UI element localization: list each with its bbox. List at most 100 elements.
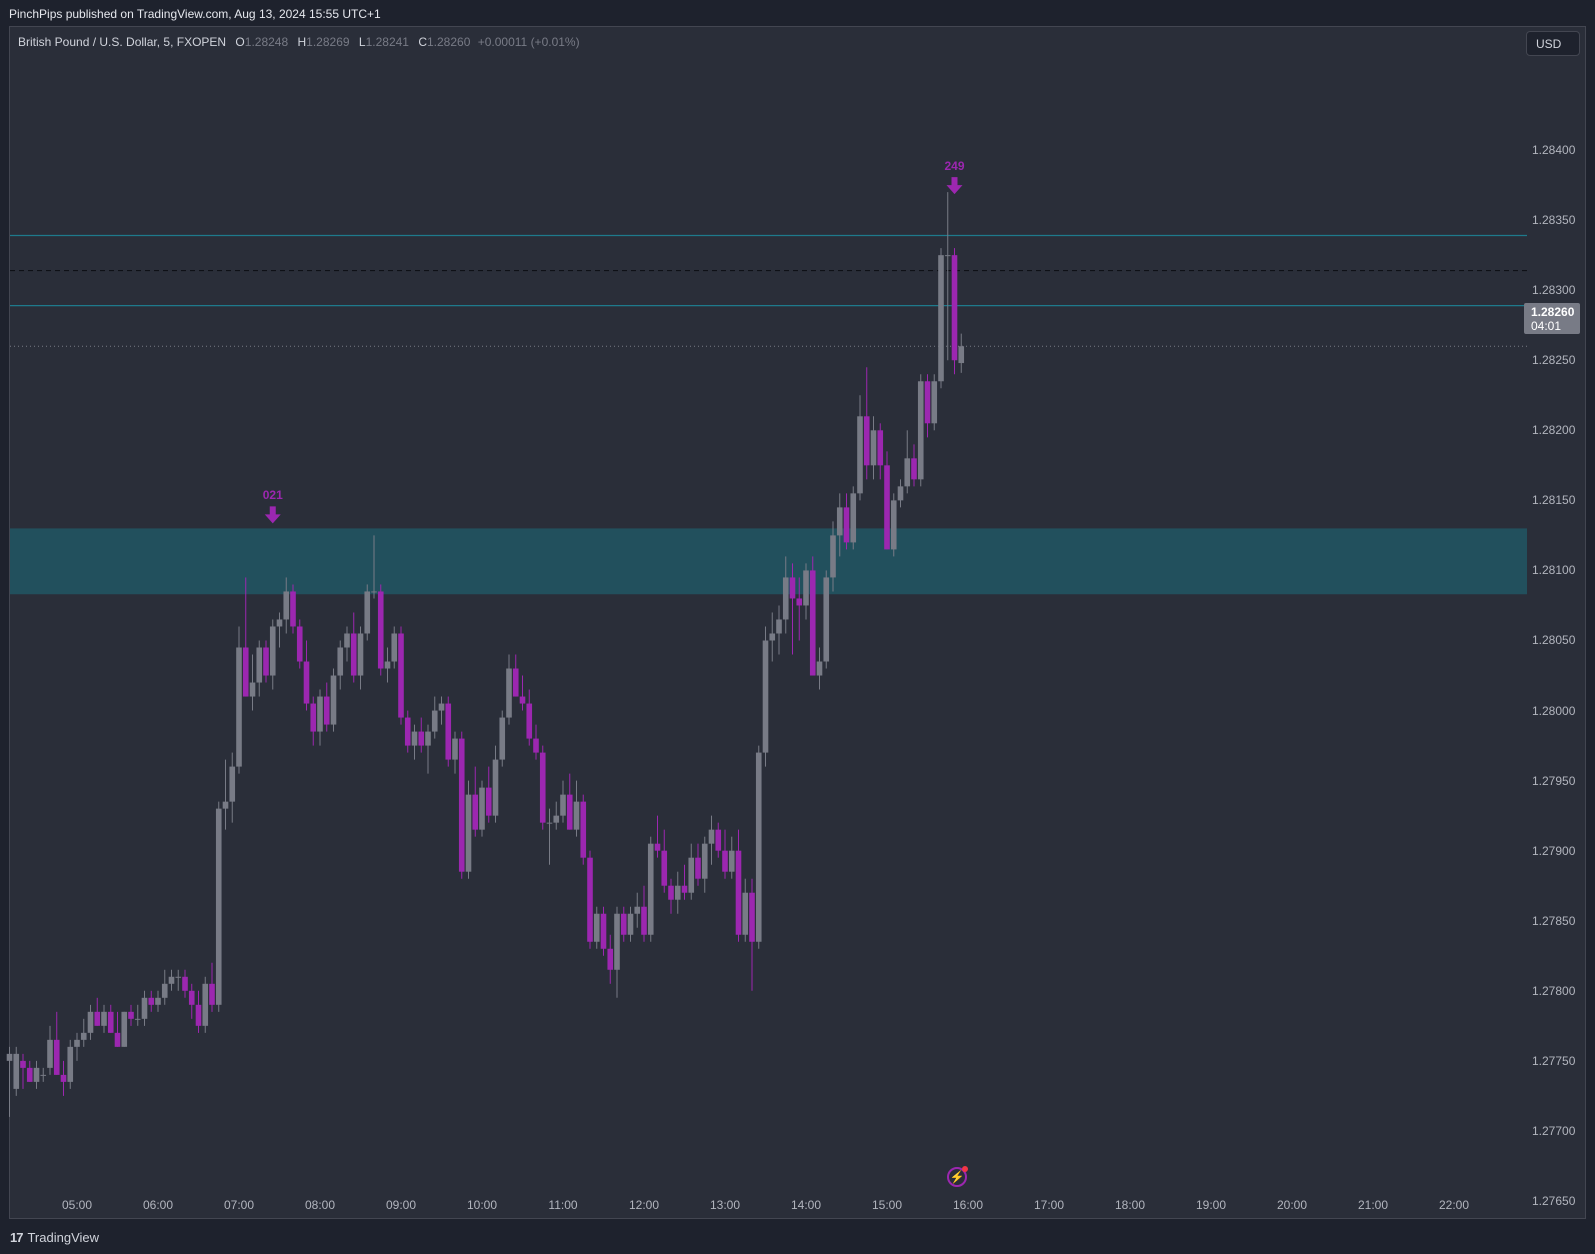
candle[interactable] (6, 1046, 13, 1117)
candle[interactable] (195, 990, 202, 1033)
candle[interactable] (890, 493, 897, 557)
candle[interactable] (897, 479, 904, 508)
candle[interactable] (749, 878, 755, 991)
candle[interactable] (695, 843, 701, 886)
candle[interactable] (317, 689, 323, 746)
candle[interactable] (931, 374, 938, 431)
candle[interactable] (539, 745, 546, 830)
candle[interactable] (330, 668, 337, 732)
candle[interactable] (398, 626, 404, 725)
candle[interactable] (492, 745, 499, 823)
candle[interactable] (560, 780, 566, 823)
chart-pane[interactable] (9, 26, 1586, 1219)
candle[interactable] (472, 766, 479, 837)
candle[interactable] (141, 990, 148, 1026)
candle[interactable] (823, 570, 830, 669)
candle[interactable] (175, 969, 182, 991)
candle[interactable] (229, 752, 236, 823)
candle[interactable] (708, 815, 715, 865)
candle[interactable] (168, 969, 175, 991)
candle[interactable] (438, 696, 445, 725)
candle[interactable] (33, 1060, 40, 1089)
currency-button[interactable]: USD (1526, 31, 1580, 56)
candle[interactable] (958, 333, 965, 373)
candle[interactable] (391, 626, 398, 669)
candle[interactable] (53, 1011, 60, 1075)
candle[interactable] (715, 822, 722, 858)
candle[interactable] (634, 892, 641, 928)
candle[interactable] (526, 689, 533, 746)
candle[interactable] (236, 626, 242, 774)
candle[interactable] (276, 612, 283, 648)
candle[interactable] (344, 626, 350, 662)
candle[interactable] (654, 815, 661, 858)
candle[interactable] (20, 1053, 26, 1089)
candle[interactable] (681, 864, 688, 900)
candle[interactable] (13, 1046, 20, 1096)
candle[interactable] (377, 584, 384, 676)
candle[interactable] (384, 647, 391, 683)
lightning-icon[interactable]: ⚡ (947, 1166, 968, 1187)
candle[interactable] (60, 1060, 67, 1096)
candle[interactable] (67, 1039, 74, 1089)
candle[interactable] (74, 1032, 80, 1061)
candle[interactable] (296, 619, 303, 669)
candle[interactable] (452, 731, 458, 774)
candle[interactable] (256, 640, 263, 697)
candle[interactable] (445, 696, 452, 767)
candle[interactable] (573, 780, 580, 837)
candle[interactable] (951, 248, 958, 375)
candle[interactable] (101, 1004, 107, 1033)
candle[interactable] (418, 717, 425, 753)
candle[interactable] (371, 535, 377, 599)
candle[interactable] (465, 780, 472, 879)
candle[interactable] (519, 675, 526, 711)
candle[interactable] (431, 696, 438, 739)
candle[interactable] (688, 843, 695, 900)
candle[interactable] (222, 759, 229, 830)
candle[interactable] (134, 1004, 141, 1026)
candle[interactable] (188, 983, 195, 1019)
candlestick-chart[interactable] (0, 0, 1595, 1222)
candle[interactable] (668, 878, 674, 914)
symbol-name[interactable]: British Pound / U.S. Dollar, 5, FXOPEN (18, 35, 227, 49)
candle[interactable] (722, 829, 728, 879)
tradingview-logo[interactable]: 17 TradingView (10, 1230, 99, 1245)
candle[interactable] (209, 962, 215, 1012)
candle[interactable] (458, 731, 465, 879)
candle[interactable] (762, 626, 769, 767)
candle[interactable] (904, 430, 911, 494)
candle[interactable] (121, 1011, 128, 1047)
candle[interactable] (283, 577, 290, 634)
candle[interactable] (350, 612, 357, 683)
candle[interactable] (485, 766, 492, 823)
candle[interactable] (404, 710, 411, 753)
candle[interactable] (593, 906, 600, 949)
candle[interactable] (769, 612, 776, 662)
candle[interactable] (755, 745, 762, 949)
candle[interactable] (587, 850, 593, 949)
candle[interactable] (614, 906, 620, 998)
candle[interactable] (364, 584, 371, 641)
candle[interactable] (94, 997, 101, 1026)
candle[interactable] (269, 619, 276, 690)
candle[interactable] (647, 836, 654, 942)
candle[interactable] (796, 577, 803, 641)
candle[interactable] (600, 906, 607, 956)
candle[interactable] (816, 647, 823, 690)
candle[interactable] (863, 367, 870, 480)
candle[interactable] (533, 724, 539, 760)
candle[interactable] (877, 423, 884, 480)
candle[interactable] (917, 374, 924, 487)
candle[interactable] (580, 794, 587, 865)
candle[interactable] (782, 556, 789, 634)
candle[interactable] (263, 640, 269, 683)
candle[interactable] (310, 696, 317, 746)
candle[interactable] (850, 486, 857, 550)
supply-zone[interactable] (10, 528, 1527, 595)
candle[interactable] (80, 1018, 87, 1047)
candle[interactable] (620, 906, 627, 942)
candle[interactable] (836, 493, 843, 557)
candle[interactable] (938, 248, 944, 389)
candle[interactable] (803, 563, 809, 620)
